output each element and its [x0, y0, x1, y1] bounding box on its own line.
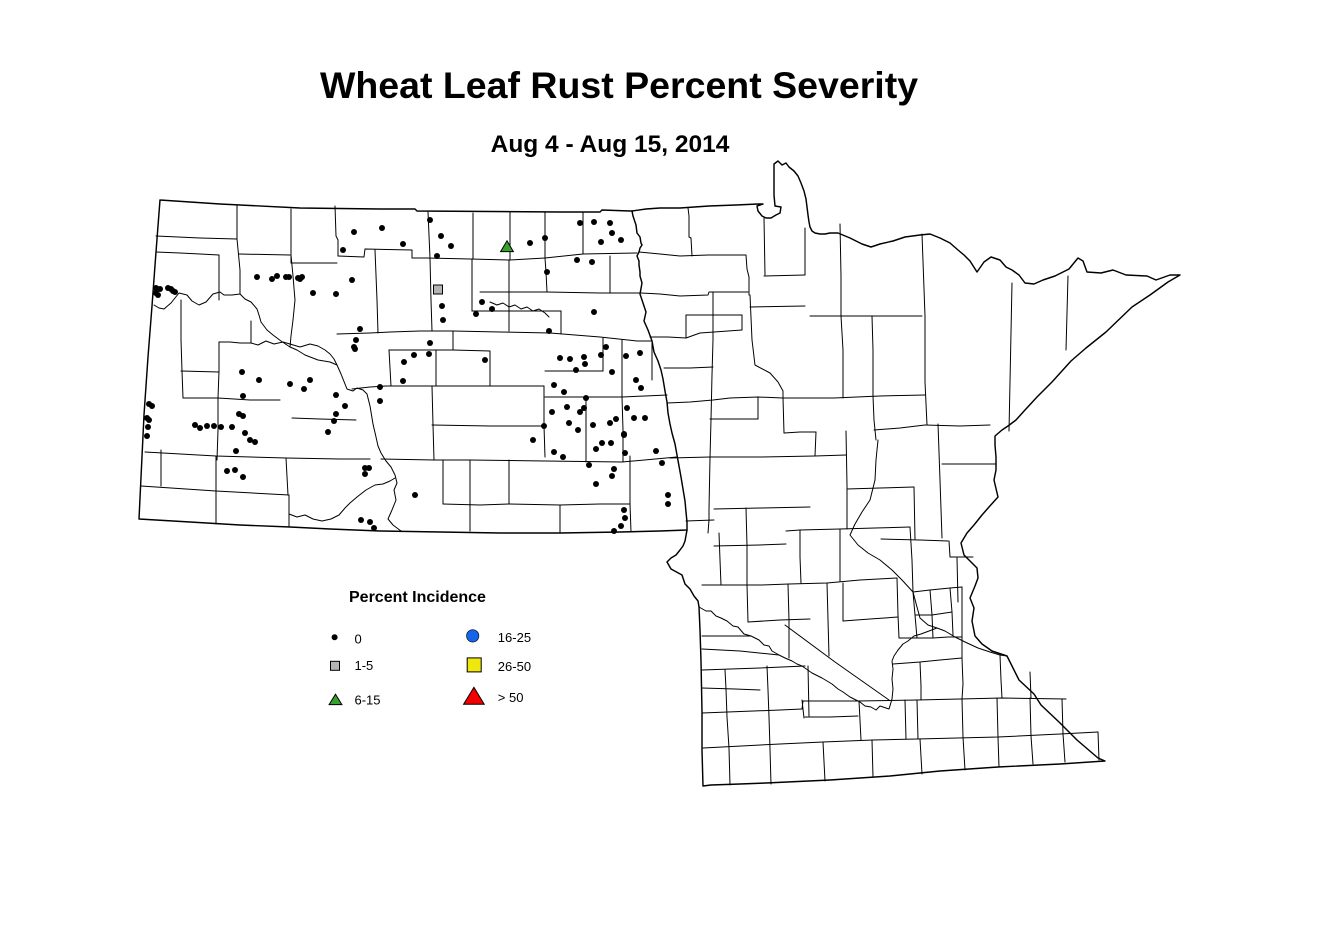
svg-text:16-25: 16-25: [498, 630, 531, 645]
svg-text:1-5: 1-5: [355, 658, 374, 673]
svg-text:6-15: 6-15: [355, 693, 381, 708]
svg-text:> 50: > 50: [498, 690, 524, 705]
svg-text:0: 0: [355, 632, 362, 647]
svg-text:Percent Incidence: Percent Incidence: [349, 589, 486, 606]
svg-text:Aug 4 - Aug 15, 2014: Aug 4 - Aug 15, 2014: [491, 131, 730, 158]
svg-text:26-50: 26-50: [498, 659, 531, 674]
svg-text:Wheat Leaf Rust Percent Severi: Wheat Leaf Rust Percent Severity: [320, 64, 918, 106]
